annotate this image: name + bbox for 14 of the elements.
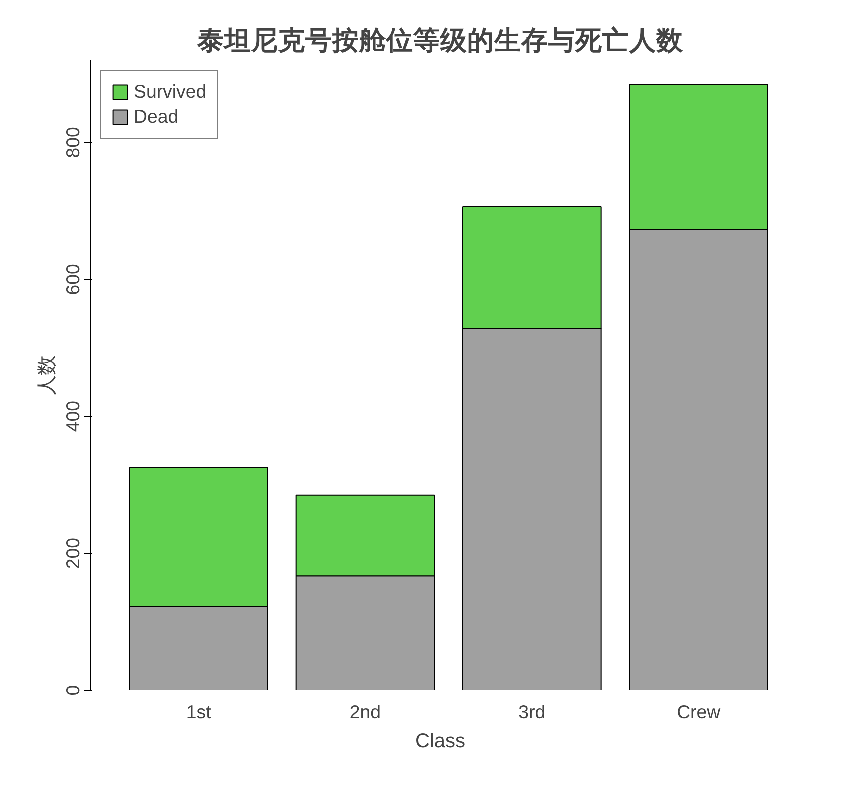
x-axis-title: Class <box>415 730 466 752</box>
x-tick-label: Crew <box>677 702 722 722</box>
x-tick-label: 3rd <box>518 702 546 722</box>
x-tick-label: 1st <box>186 702 212 722</box>
y-tick-label: 800 <box>62 127 84 158</box>
legend-label: Survived <box>134 81 207 103</box>
legend-label: Dead <box>134 106 179 128</box>
x-tick-label: 2nd <box>350 702 382 722</box>
y-tick-label: 200 <box>62 538 84 570</box>
y-tick-label: 0 <box>62 685 84 696</box>
y-tick-label: 600 <box>62 264 84 296</box>
chart-title: 泰坦尼克号按舱位等级的生存与死亡人数 <box>196 26 684 56</box>
y-tick-label: 400 <box>62 401 84 432</box>
y-axis-title: 人数 <box>36 356 58 396</box>
